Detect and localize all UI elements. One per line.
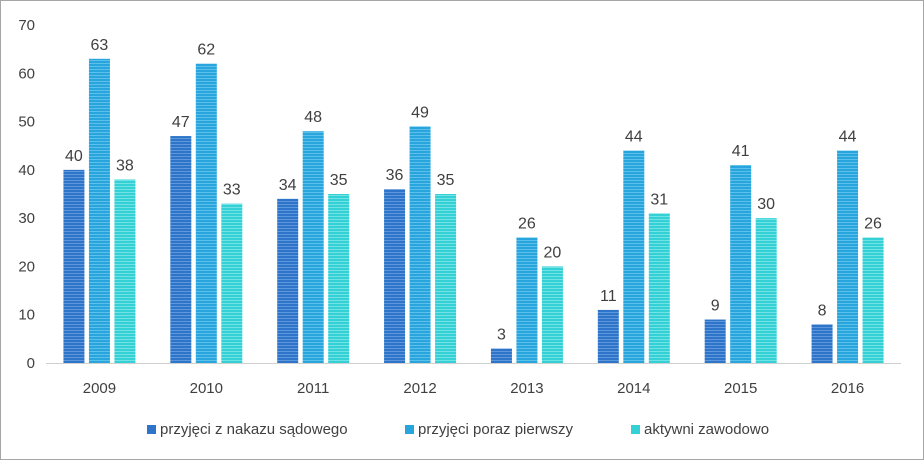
data-label: 31 <box>650 191 668 208</box>
legend-swatch <box>631 425 640 434</box>
data-label: 49 <box>411 104 429 121</box>
data-label: 9 <box>711 298 720 315</box>
data-label: 26 <box>864 215 882 232</box>
bar <box>277 198 299 363</box>
data-label: 34 <box>279 177 297 194</box>
bar <box>302 131 324 363</box>
legend-swatch <box>147 425 156 434</box>
y-tick-label: 40 <box>18 162 35 179</box>
bar <box>170 136 192 363</box>
data-label: 20 <box>544 244 562 261</box>
x-tick-label: 2010 <box>190 380 223 397</box>
data-label: 11 <box>600 288 617 305</box>
data-label: 30 <box>757 196 775 213</box>
x-tick-label: 2011 <box>297 380 329 397</box>
data-label: 41 <box>732 143 750 160</box>
x-axis: 2009 2010 2011 2012 2013 2014 2015 2016 <box>46 363 901 397</box>
bar <box>409 126 431 364</box>
bar <box>490 348 512 363</box>
x-tick-label: 2013 <box>510 380 543 397</box>
data-label: 35 <box>330 172 348 189</box>
data-label: 40 <box>65 148 83 165</box>
x-tick-label: 2009 <box>83 380 116 397</box>
y-tick-label: 60 <box>18 65 35 82</box>
data-label: 48 <box>304 109 322 126</box>
y-tick-label: 0 <box>27 355 35 372</box>
bar <box>328 194 350 363</box>
bar <box>435 194 457 363</box>
data-label: 63 <box>91 37 109 54</box>
legend-label: przyjęci poraz pierwszy <box>418 421 574 438</box>
bar <box>597 309 619 363</box>
bar <box>384 189 406 363</box>
y-tick-label: 20 <box>18 258 35 275</box>
bar <box>623 150 645 363</box>
data-label: 33 <box>223 182 241 199</box>
data-label: 3 <box>497 327 506 344</box>
y-tick-label: 30 <box>18 210 35 227</box>
bar <box>862 237 884 363</box>
bar <box>704 319 726 363</box>
data-label: 26 <box>518 215 536 232</box>
bar <box>541 266 563 363</box>
data-label: 36 <box>386 167 404 184</box>
bar <box>730 165 752 363</box>
bar <box>221 203 243 363</box>
legend: przyjęci z nakazu sądowego przyjęci poraz… <box>147 421 769 438</box>
data-label: 35 <box>437 172 455 189</box>
y-tick-label: 10 <box>18 307 35 324</box>
legend-label: aktywni zawodowo <box>644 421 769 438</box>
x-tick-label: 2015 <box>724 380 757 397</box>
bar <box>63 169 85 363</box>
data-label: 44 <box>625 129 643 146</box>
bars: 40 63 38 47 62 33 34 48 35 36 49 35 3 26 20 11 44 31 9 41 30… <box>63 37 884 364</box>
data-label: 62 <box>197 42 215 59</box>
bar <box>811 324 833 363</box>
bar <box>195 63 217 363</box>
bar <box>88 58 110 364</box>
x-tick-label: 2016 <box>831 380 864 397</box>
y-tick-label: 50 <box>18 114 35 131</box>
bar <box>114 179 136 363</box>
data-label: 44 <box>839 129 857 146</box>
bar <box>516 237 538 363</box>
y-tick-label: 70 <box>18 17 35 34</box>
data-label: 38 <box>116 158 134 175</box>
x-tick-label: 2012 <box>403 380 436 397</box>
legend-swatch <box>405 425 414 434</box>
legend-label: przyjęci z nakazu sądowego <box>160 421 348 438</box>
y-axis: 0 10 20 30 40 50 60 70 <box>18 17 35 372</box>
x-tick-label: 2014 <box>617 380 650 397</box>
bar <box>648 213 670 363</box>
bar <box>837 150 859 363</box>
data-label: 47 <box>172 114 190 131</box>
data-label: 8 <box>818 302 827 319</box>
bar <box>755 218 777 363</box>
